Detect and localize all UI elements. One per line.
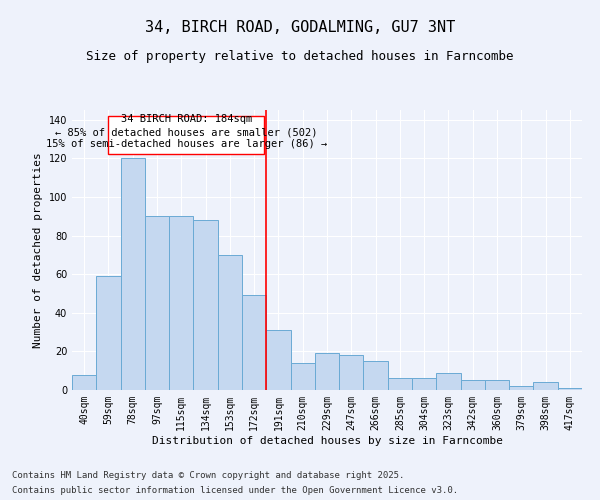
Bar — [364, 361, 388, 390]
Bar — [242, 296, 266, 390]
Bar — [169, 216, 193, 390]
Bar — [145, 216, 169, 390]
X-axis label: Distribution of detached houses by size in Farncombe: Distribution of detached houses by size … — [151, 436, 503, 446]
Text: 34 BIRCH ROAD: 184sqm: 34 BIRCH ROAD: 184sqm — [121, 114, 252, 124]
Bar — [412, 378, 436, 390]
Bar — [266, 330, 290, 390]
Bar — [485, 380, 509, 390]
Y-axis label: Number of detached properties: Number of detached properties — [33, 152, 43, 348]
Bar — [72, 374, 96, 390]
Bar — [218, 255, 242, 390]
Bar — [290, 363, 315, 390]
Bar — [558, 388, 582, 390]
Bar — [121, 158, 145, 390]
Bar — [533, 382, 558, 390]
Bar — [509, 386, 533, 390]
Text: Size of property relative to detached houses in Farncombe: Size of property relative to detached ho… — [86, 50, 514, 63]
Bar — [96, 276, 121, 390]
Text: Contains public sector information licensed under the Open Government Licence v3: Contains public sector information licen… — [12, 486, 458, 495]
Bar — [436, 372, 461, 390]
Bar — [193, 220, 218, 390]
Bar — [388, 378, 412, 390]
FancyBboxPatch shape — [109, 116, 264, 154]
Text: 34, BIRCH ROAD, GODALMING, GU7 3NT: 34, BIRCH ROAD, GODALMING, GU7 3NT — [145, 20, 455, 35]
Bar — [339, 355, 364, 390]
Text: 15% of semi-detached houses are larger (86) →: 15% of semi-detached houses are larger (… — [46, 138, 327, 148]
Bar — [461, 380, 485, 390]
Text: ← 85% of detached houses are smaller (502): ← 85% of detached houses are smaller (50… — [55, 127, 317, 137]
Bar — [315, 354, 339, 390]
Text: Contains HM Land Registry data © Crown copyright and database right 2025.: Contains HM Land Registry data © Crown c… — [12, 471, 404, 480]
